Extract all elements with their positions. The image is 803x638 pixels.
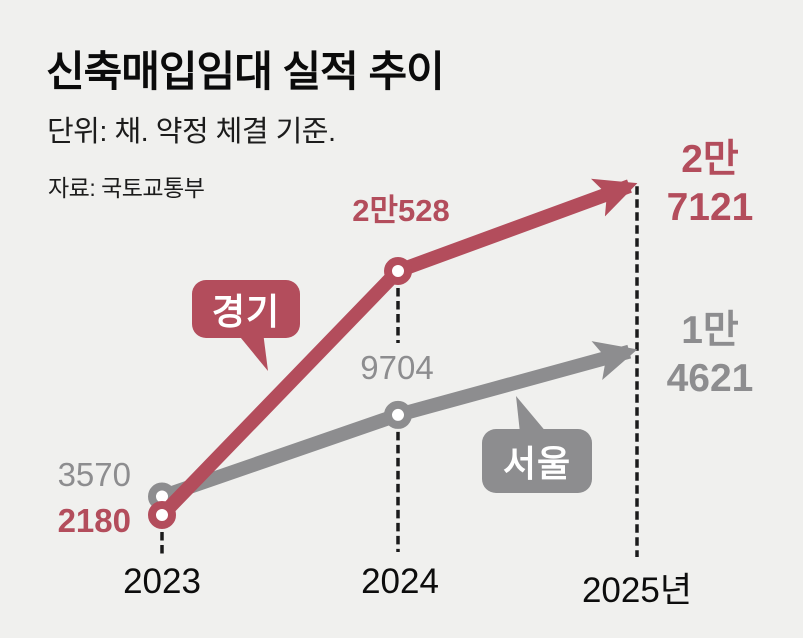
gyeonggi-series-bubble: 경기 bbox=[192, 280, 300, 338]
gyeonggi-series-label: 경기 bbox=[211, 291, 281, 332]
x-axis-tick-2025: 2025년 bbox=[581, 571, 693, 610]
page-title: 신축매입임대 실적 추이 bbox=[46, 48, 445, 95]
gyeonggi-2023-value-label: 2180 bbox=[57, 502, 131, 539]
gyeonggi-2024-value-label: 2만528 bbox=[352, 193, 450, 228]
gyeonggi-data-point-2024 bbox=[384, 256, 412, 285]
seoul-2025-value-line2: 4621 bbox=[666, 357, 754, 400]
gyeonggi-data-point-2023 bbox=[148, 501, 176, 530]
gyeonggi-2025-value-line2: 7121 bbox=[666, 186, 754, 229]
seoul-2024-value-label: 9704 bbox=[360, 349, 434, 386]
gyeonggi-2025-value-line1: 2만 bbox=[681, 138, 739, 181]
seoul-2025-value-label: 1만 4621 bbox=[667, 307, 754, 403]
seoul-data-point-2024 bbox=[384, 400, 412, 429]
gyeonggi-bubble-tail bbox=[236, 332, 268, 371]
source-note: 자료: 국토교통부 bbox=[48, 175, 205, 201]
seoul-2025-value-line1: 1만 bbox=[681, 309, 739, 352]
seoul-series-bubble: 서울 bbox=[482, 429, 592, 493]
x-axis-tick-2023: 2023 bbox=[123, 562, 201, 601]
unit-note: 단위: 채. 약정 체결 기준. bbox=[47, 116, 336, 148]
seoul-bubble-tail bbox=[516, 396, 547, 433]
gyeonggi-2025-value-label: 2만 7121 bbox=[667, 136, 754, 232]
seoul-2023-value-label: 3570 bbox=[57, 456, 131, 493]
x-axis-tick-2024: 2024 bbox=[361, 562, 439, 601]
seoul-series-label: 서울 bbox=[502, 443, 572, 484]
